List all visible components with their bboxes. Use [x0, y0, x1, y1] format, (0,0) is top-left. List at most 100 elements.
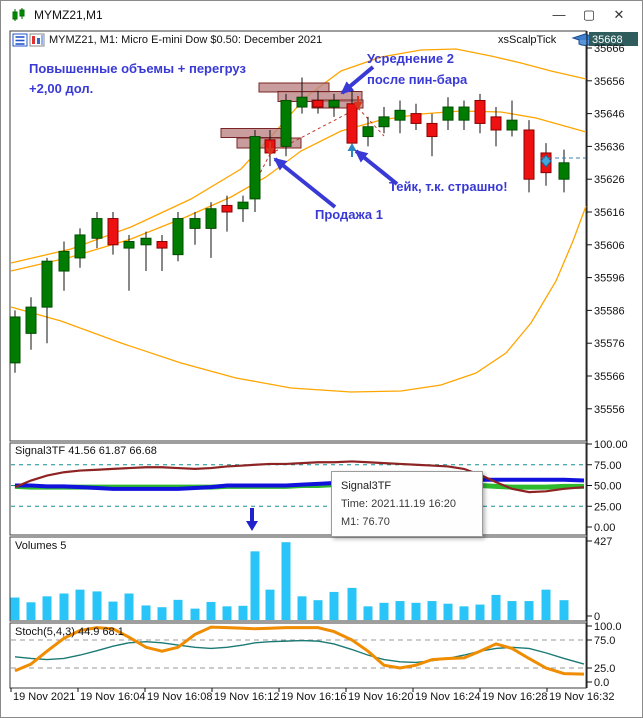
volume-bar — [250, 551, 260, 620]
signal-axis-label: 75.00 — [594, 460, 622, 472]
time-axis-label: 19 Nov 16:12 — [214, 691, 279, 703]
candle — [237, 195, 249, 222]
window-titlebar[interactable]: MYMZ21,M1 — ▢ ✕ — [1, 1, 642, 29]
volume-axis-min: 0 — [594, 611, 600, 623]
sell-arrow-marker[interactable] — [353, 96, 363, 110]
volume-axis-max: 427 — [594, 536, 612, 548]
candle — [426, 113, 438, 157]
minimize-button[interactable]: — — [552, 7, 566, 22]
candle — [123, 234, 135, 291]
candle — [249, 130, 261, 212]
candle — [189, 212, 201, 245]
candle — [91, 212, 103, 249]
volume-bar — [524, 601, 534, 620]
volume-bar — [541, 589, 551, 620]
candle — [558, 149, 570, 193]
candle — [140, 231, 152, 272]
price-axis-label: 35606 — [594, 240, 625, 252]
current-price-badge — [589, 32, 638, 46]
volume-bar — [491, 594, 501, 620]
candle — [296, 77, 308, 114]
close-button[interactable]: ✕ — [613, 7, 625, 22]
volume-bar — [507, 601, 517, 620]
chart-window-icon[interactable] — [29, 33, 45, 47]
band-lower — [10, 205, 587, 393]
price-axis-label: 35596 — [594, 273, 625, 285]
time-axis-label: 19 Nov 16:24 — [415, 691, 480, 703]
price-axis-label: 35616 — [594, 207, 625, 219]
price-axis-label: 35576 — [594, 338, 625, 350]
stoch-axis-label: 75.0 — [594, 635, 615, 647]
volume-bar — [347, 587, 357, 620]
candle — [280, 93, 292, 157]
volume-bar — [92, 591, 102, 620]
stoch-pane-label: Stoch(5,4,3) 44.9 68.1 — [15, 626, 124, 638]
maximize-button[interactable]: ▢ — [582, 7, 596, 22]
annotation-arrow[interactable] — [273, 157, 337, 209]
volume-bar — [157, 607, 167, 620]
price-axis-label: 35586 — [594, 305, 625, 317]
price-axis-label: 35556 — [594, 404, 625, 416]
buy-arrow-marker[interactable] — [347, 143, 357, 157]
volume-bar — [395, 601, 405, 620]
candle — [362, 116, 374, 147]
price-axis-label: 35626 — [594, 174, 625, 186]
sell-arrow-marker[interactable] — [265, 142, 275, 156]
volume-bar — [459, 606, 469, 620]
volume-bar — [222, 606, 232, 620]
annotation-arrow[interactable] — [340, 65, 375, 95]
time-axis-label: 19 Nov 16:28 — [482, 691, 547, 703]
volume-bar — [265, 589, 275, 620]
signal-down-arrow[interactable] — [246, 508, 258, 531]
band-middle — [10, 110, 587, 272]
volume-bar — [42, 596, 52, 620]
volume-bar — [108, 601, 118, 620]
candle — [156, 234, 168, 272]
candle — [221, 195, 233, 232]
annotation-text[interactable]: Усреднение 2 после пин-бара — [367, 51, 468, 87]
volume-bar — [59, 593, 69, 620]
price-axis-label: 35566 — [594, 371, 625, 383]
market-watch-icon[interactable] — [12, 33, 28, 47]
time-axis-label: 19 Nov 16:20 — [348, 691, 413, 703]
trade-trend-line — [269, 107, 359, 155]
signal-pane-label: Signal3TF 41.56 61.87 66.68 — [15, 445, 157, 457]
candle — [107, 212, 119, 255]
candle — [523, 120, 535, 193]
volume-bar — [173, 599, 183, 620]
volume-bar — [559, 600, 569, 620]
volume-bar — [26, 602, 36, 620]
candle — [172, 212, 184, 262]
annotation-arrow[interactable] — [354, 149, 399, 186]
candle — [328, 93, 340, 117]
candle — [506, 100, 518, 137]
volume-bar — [475, 604, 485, 620]
candle — [58, 241, 70, 291]
volume-bar — [141, 605, 151, 620]
candle — [442, 97, 454, 130]
candle — [9, 310, 21, 373]
price-axis-label: 35636 — [594, 141, 625, 153]
volume-bar — [363, 606, 373, 620]
signal-axis-label: 25.00 — [594, 501, 622, 513]
volume-bar — [313, 600, 323, 620]
annotation-text[interactable]: Повышенные объемы + перегруз +2,00 дол. — [29, 61, 246, 96]
candle — [474, 93, 486, 134]
stoch-axis-label: 25.0 — [594, 663, 615, 675]
candle — [41, 257, 53, 344]
pane-frame — [9, 622, 587, 689]
annotation-text[interactable]: Продажа 1 — [315, 207, 383, 222]
candle — [378, 107, 390, 134]
time-axis-label: 19 Nov 16:04 — [80, 691, 145, 703]
volume-bar — [190, 608, 200, 620]
time-axis-label: 19 Nov 16:16 — [281, 691, 346, 703]
annotation-text[interactable]: Тейк, т.к. страшно! — [389, 179, 508, 194]
indicator-tooltip: Signal3TF Time: 2021.11.19 16:20 M1: 76.… — [331, 471, 483, 538]
volume-bar — [281, 542, 291, 620]
stoch-axis-label: 100.0 — [594, 621, 622, 633]
volume-bar — [329, 591, 339, 620]
volume-bar — [75, 589, 85, 620]
candle — [312, 90, 324, 114]
